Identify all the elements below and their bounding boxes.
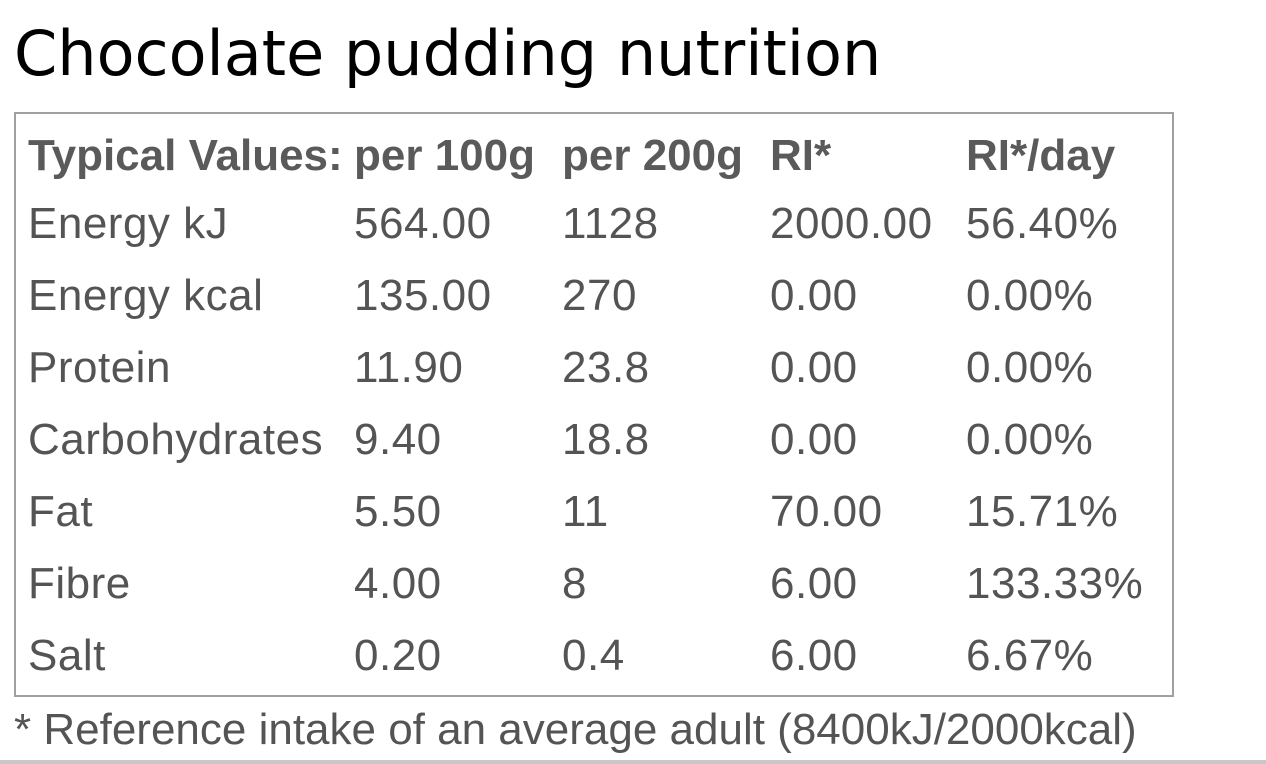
value-per-200g: 1128 <box>562 199 659 248</box>
header-per-200g: per 200g <box>562 131 743 180</box>
value-ri-per-day: 133.33% <box>966 559 1144 608</box>
table-row: Energy kJ 564.00 1128 2000.00 56.40% <box>28 188 1166 260</box>
nutrient-name: Carbohydrates <box>28 415 324 464</box>
value-per-200g: 0.4 <box>562 631 625 680</box>
reference-intake-footnote: * Reference intake of an average adult (… <box>14 705 1137 754</box>
value-ri-per-day: 0.00% <box>966 343 1094 392</box>
value-ri: 2000.00 <box>770 199 933 248</box>
table-row: Protein 11.90 23.8 0.00 0.00% <box>28 332 1166 404</box>
value-ri-per-day: 0.00% <box>966 415 1094 464</box>
table-header-row: Typical Values: per 100g per 200g RI* RI… <box>28 124 1166 188</box>
header-ri-per-day: RI*/day <box>966 131 1116 180</box>
value-ri: 0.00 <box>770 271 858 320</box>
value-ri: 6.00 <box>770 559 858 608</box>
value-ri-per-day: 0.00% <box>966 271 1094 320</box>
value-per-100g: 4.00 <box>354 559 442 608</box>
value-per-100g: 5.50 <box>354 487 442 536</box>
value-per-200g: 8 <box>562 559 587 608</box>
nutrient-name: Fibre <box>28 559 131 608</box>
table-row: Fibre 4.00 8 6.00 133.33% <box>28 548 1166 620</box>
value-ri-per-day: 15.71% <box>966 487 1119 536</box>
table-row: Energy kcal 135.00 270 0.00 0.00% <box>28 260 1166 332</box>
nutrient-name: Salt <box>28 631 106 680</box>
value-ri-per-day: 56.40% <box>966 199 1119 248</box>
value-ri: 0.00 <box>770 415 858 464</box>
nutrition-table-panel: Typical Values: per 100g per 200g RI* RI… <box>14 112 1174 697</box>
table-row: Carbohydrates 9.40 18.8 0.00 0.00% <box>28 404 1166 476</box>
table-row: Fat 5.50 11 70.00 15.71% <box>28 476 1166 548</box>
value-ri-per-day: 6.67% <box>966 631 1094 680</box>
nutrient-name: Energy kcal <box>28 271 264 320</box>
value-per-100g: 135.00 <box>354 271 492 320</box>
nutrition-table: Typical Values: per 100g per 200g RI* RI… <box>28 124 1166 692</box>
value-ri: 6.00 <box>770 631 858 680</box>
value-per-100g: 0.20 <box>354 631 442 680</box>
value-per-100g: 564.00 <box>354 199 492 248</box>
value-per-200g: 18.8 <box>562 415 650 464</box>
value-ri: 0.00 <box>770 343 858 392</box>
value-ri: 70.00 <box>770 487 883 536</box>
nutrient-name: Fat <box>28 487 94 536</box>
value-per-100g: 11.90 <box>354 343 464 392</box>
value-per-200g: 11 <box>562 487 609 536</box>
header-typical-values: Typical Values: <box>28 131 343 180</box>
value-per-200g: 270 <box>562 271 637 320</box>
value-per-200g: 23.8 <box>562 343 650 392</box>
nutrient-name: Protein <box>28 343 171 392</box>
header-ri: RI* <box>770 131 832 180</box>
page-title: Chocolate pudding nutrition <box>14 17 882 90</box>
table-row: Salt 0.20 0.4 6.00 6.67% <box>28 620 1166 692</box>
nutrient-name: Energy kJ <box>28 199 229 248</box>
header-per-100g: per 100g <box>354 131 535 180</box>
bottom-divider <box>0 760 1266 764</box>
value-per-100g: 9.40 <box>354 415 442 464</box>
